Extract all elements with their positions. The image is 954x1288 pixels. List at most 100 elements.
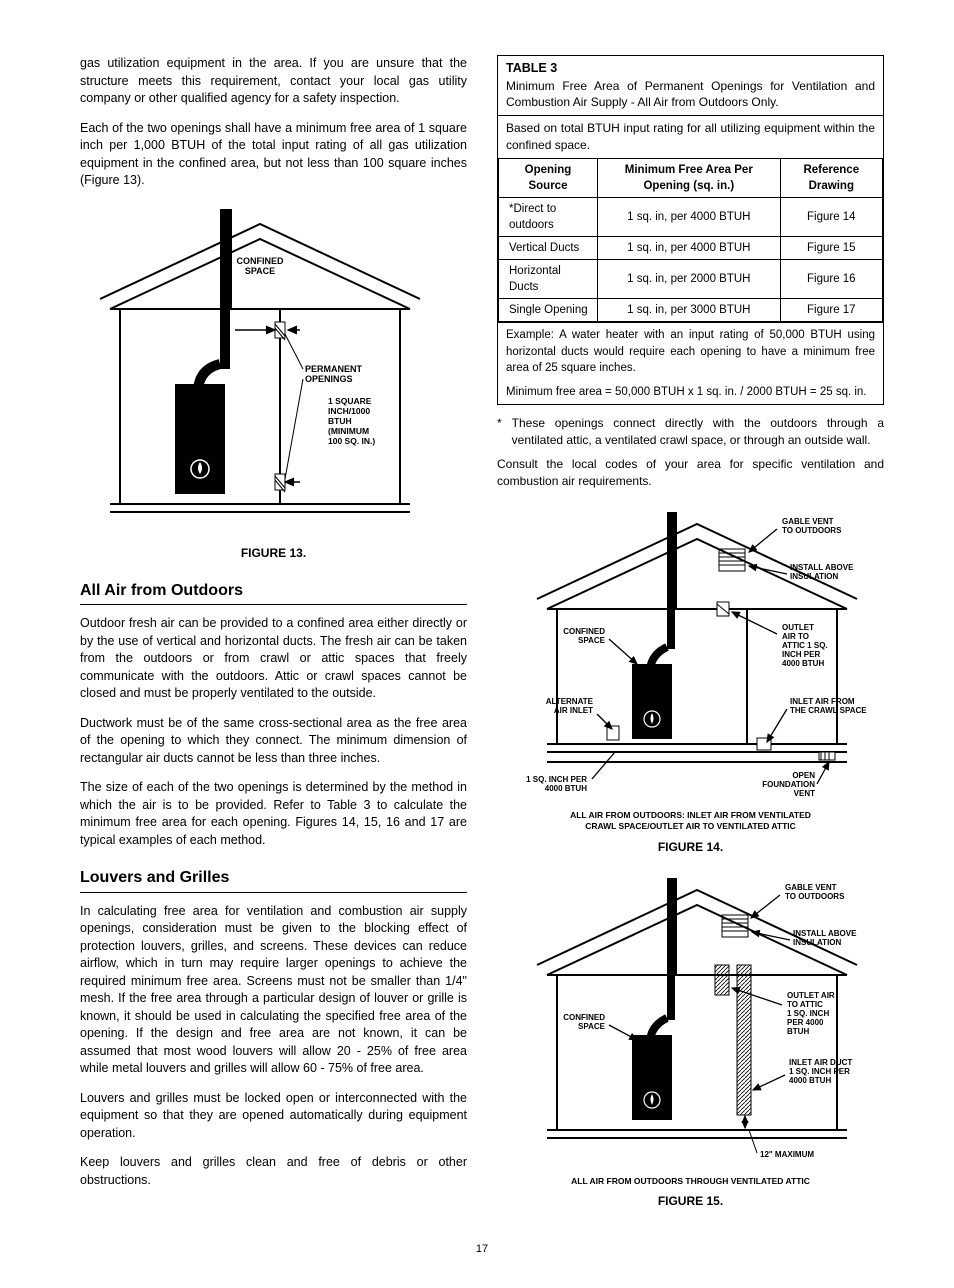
svg-text:CONFINED: CONFINED bbox=[563, 1013, 605, 1022]
table-cell: Figure 14 bbox=[780, 197, 882, 236]
figure-15-svg: GABLE VENT TO OUTDOORS INSTALL ABOVE INS… bbox=[497, 870, 887, 1170]
asterisk-icon: * bbox=[497, 415, 502, 449]
table-row: *Direct to outdoors1 sq. in, per 4000 BT… bbox=[499, 197, 883, 236]
right-column: TABLE 3 Minimum Free Area of Permanent O… bbox=[497, 55, 884, 1222]
svg-text:SPACE: SPACE bbox=[578, 636, 606, 645]
svg-text:SPACE: SPACE bbox=[578, 1022, 606, 1031]
table-row: Vertical Ducts1 sq. in, per 4000 BTUHFig… bbox=[499, 237, 883, 260]
svg-text:12" MAXIMUM: 12" MAXIMUM bbox=[760, 1150, 814, 1159]
table-cell: Figure 16 bbox=[780, 260, 882, 299]
svg-text:VENT: VENT bbox=[794, 789, 815, 798]
svg-text:OUTLET AIR: OUTLET AIR bbox=[787, 991, 835, 1000]
svg-text:4000 BTUH: 4000 BTUH bbox=[782, 659, 824, 668]
table-cell: 1 sq. in, per 2000 BTUH bbox=[597, 260, 780, 299]
heading-louvers: Louvers and Grilles bbox=[80, 867, 467, 892]
fig14-sub2: CRAWL SPACE/OUTLET AIR TO VENTILATED ATT… bbox=[497, 821, 884, 833]
th-ref: Reference Drawing bbox=[780, 158, 882, 197]
outdoors-p2: Ductwork must be of the same cross-secti… bbox=[80, 715, 467, 768]
louvers-p2: Louvers and grilles must be locked open … bbox=[80, 1090, 467, 1143]
table-3-title: TABLE 3 bbox=[498, 56, 883, 78]
svg-text:INLET AIR FROM: INLET AIR FROM bbox=[790, 697, 855, 706]
table-cell: Figure 15 bbox=[780, 237, 882, 260]
svg-text:FOUNDATION: FOUNDATION bbox=[762, 780, 815, 789]
svg-text:THE CRAWL SPACE: THE CRAWL SPACE bbox=[790, 706, 867, 715]
fig15-sub: ALL AIR FROM OUTDOORS THROUGH VENTILATED… bbox=[497, 1176, 884, 1188]
figure-14: GABLE VENT TO OUTDOORS INSTALL ABOVE INS… bbox=[497, 504, 884, 833]
svg-text:4000 BTUH: 4000 BTUH bbox=[789, 1076, 831, 1085]
table-3-grid: Opening Source Minimum Free Area Per Ope… bbox=[498, 158, 883, 323]
left-column: gas utilization equipment in the area. I… bbox=[80, 55, 467, 1222]
figure-15: GABLE VENT TO OUTDOORS INSTALL ABOVE INS… bbox=[497, 870, 884, 1187]
svg-text:INSTALL ABOVE: INSTALL ABOVE bbox=[793, 929, 857, 938]
svg-text:CONFINED: CONFINED bbox=[563, 627, 605, 636]
svg-text:OPEN: OPEN bbox=[792, 771, 815, 780]
table-cell: *Direct to outdoors bbox=[499, 197, 598, 236]
intro-para-1: gas utilization equipment in the area. I… bbox=[80, 55, 467, 108]
svg-text:INCH PER: INCH PER bbox=[782, 650, 820, 659]
svg-text:PERMANENT: PERMANENT bbox=[305, 364, 363, 374]
svg-text:100 SQ. IN.): 100 SQ. IN.) bbox=[328, 436, 375, 446]
consult-text: Consult the local codes of your area for… bbox=[497, 456, 884, 490]
svg-text:ALTERNATE: ALTERNATE bbox=[546, 697, 594, 706]
figure-14-caption: FIGURE 14. bbox=[497, 839, 884, 856]
outdoors-p3: The size of each of the two openings is … bbox=[80, 779, 467, 849]
svg-text:OUTLET: OUTLET bbox=[782, 623, 814, 632]
table-cell: 1 sq. in, per 4000 BTUH bbox=[597, 197, 780, 236]
table-row: Horizontal Ducts1 sq. in, per 2000 BTUHF… bbox=[499, 260, 883, 299]
svg-text:1 SQ. INCH: 1 SQ. INCH bbox=[787, 1009, 829, 1018]
svg-text:INSULATION: INSULATION bbox=[790, 572, 839, 581]
intro-para-2: Each of the two openings shall have a mi… bbox=[80, 120, 467, 190]
page-columns: gas utilization equipment in the area. I… bbox=[80, 55, 884, 1222]
svg-text:TO OUTDOORS: TO OUTDOORS bbox=[782, 526, 842, 535]
svg-text:1 SQ. INCH PER: 1 SQ. INCH PER bbox=[789, 1067, 850, 1076]
svg-text:PER 4000: PER 4000 bbox=[787, 1018, 824, 1027]
table-cell: Single Opening bbox=[499, 299, 598, 322]
svg-text:CONFINED: CONFINED bbox=[237, 256, 285, 266]
page-number: 17 bbox=[80, 1242, 884, 1257]
svg-text:TO OUTDOORS: TO OUTDOORS bbox=[785, 892, 845, 901]
svg-text:INSTALL ABOVE: INSTALL ABOVE bbox=[790, 563, 854, 572]
svg-text:INSULATION: INSULATION bbox=[793, 938, 842, 947]
svg-text:AIR TO: AIR TO bbox=[782, 632, 809, 641]
footnote-text: These openings connect directly with the… bbox=[512, 415, 884, 449]
table-3-sub1: Minimum Free Area of Permanent Openings … bbox=[498, 78, 883, 116]
table-cell: 1 sq. in, per 3000 BTUH bbox=[597, 299, 780, 322]
svg-text:SPACE: SPACE bbox=[245, 266, 275, 276]
svg-text:OPENINGS: OPENINGS bbox=[305, 374, 353, 384]
table-3: TABLE 3 Minimum Free Area of Permanent O… bbox=[497, 55, 884, 405]
table-row: Single Opening1 sq. in, per 3000 BTUHFig… bbox=[499, 299, 883, 322]
table-cell: 1 sq. in, per 4000 BTUH bbox=[597, 237, 780, 260]
table-cell: Vertical Ducts bbox=[499, 237, 598, 260]
svg-text:INCH/1000: INCH/1000 bbox=[328, 406, 370, 416]
th-source: Opening Source bbox=[499, 158, 598, 197]
svg-text:ATTIC 1 SQ.: ATTIC 1 SQ. bbox=[782, 641, 828, 650]
figure-15-caption: FIGURE 15. bbox=[497, 1193, 884, 1210]
louvers-p1: In calculating free area for ventilation… bbox=[80, 903, 467, 1078]
svg-text:4000 BTUH: 4000 BTUH bbox=[545, 784, 587, 793]
louvers-p3: Keep louvers and grilles clean and free … bbox=[80, 1154, 467, 1189]
th-area: Minimum Free Area Per Opening (sq. in.) bbox=[597, 158, 780, 197]
figure-13-svg: CONFINED SPACE PERMANENT OPENINGS 1 SQUA… bbox=[80, 204, 440, 534]
svg-text:GABLE VENT: GABLE VENT bbox=[782, 517, 834, 526]
outdoors-p1: Outdoor fresh air can be provided to a c… bbox=[80, 615, 467, 703]
svg-text:AIR INLET: AIR INLET bbox=[554, 706, 593, 715]
svg-text:INLET AIR DUCT: INLET AIR DUCT bbox=[789, 1058, 852, 1067]
figure-14-svg: GABLE VENT TO OUTDOORS INSTALL ABOVE INS… bbox=[497, 504, 887, 804]
svg-text:BTUH: BTUH bbox=[787, 1027, 809, 1036]
table-3-example: Example: A water heater with an input ra… bbox=[498, 322, 883, 379]
fig14-sub1: ALL AIR FROM OUTDOORS: INLET AIR FROM VE… bbox=[497, 810, 884, 822]
svg-text:(MINIMUM: (MINIMUM bbox=[328, 426, 369, 436]
table-cell: Horizontal Ducts bbox=[499, 260, 598, 299]
svg-text:1 SQ. INCH PER: 1 SQ. INCH PER bbox=[526, 775, 587, 784]
svg-text:TO ATTIC: TO ATTIC bbox=[787, 1000, 823, 1009]
table-cell: Figure 17 bbox=[780, 299, 882, 322]
table-3-calc: Minimum free area = 50,000 BTUH x 1 sq. … bbox=[498, 380, 883, 404]
footnote-star: * These openings connect directly with t… bbox=[497, 415, 884, 449]
svg-text:1 SQUARE: 1 SQUARE bbox=[328, 396, 372, 406]
svg-text:GABLE VENT: GABLE VENT bbox=[785, 883, 837, 892]
table-3-sub2: Based on total BTUH input rating for all… bbox=[498, 115, 883, 158]
svg-text:BTUH: BTUH bbox=[328, 416, 352, 426]
heading-all-air-outdoors: All Air from Outdoors bbox=[80, 580, 467, 605]
figure-13: CONFINED SPACE PERMANENT OPENINGS 1 SQUA… bbox=[80, 204, 467, 540]
figure-13-caption: FIGURE 13. bbox=[80, 545, 467, 562]
